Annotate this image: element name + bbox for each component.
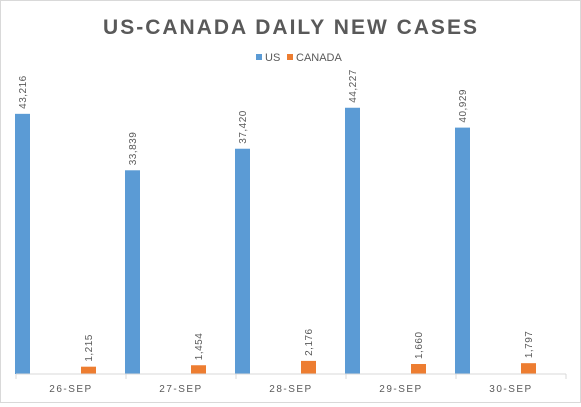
bar-canada-28-sep [301,360,316,374]
bar-us-28-sep [235,148,250,374]
data-label-us-27-sep: 33,839 [128,132,139,166]
legend-label-us: US [265,52,280,64]
data-label-canada-29-sep: 1,660 [414,331,425,359]
data-label-canada-26-sep: 1,215 [84,334,95,362]
bar-us-29-sep [345,107,360,374]
bar-us-27-sep [125,170,140,374]
legend-swatch-us [256,54,262,60]
data-label-canada-30-sep: 1,797 [524,331,535,359]
x-tick-label-27-sep: 27-SEP [159,384,202,395]
bar-canada-26-sep [81,366,96,374]
data-label-us-29-sep: 44,227 [348,69,359,103]
legend-swatch-canada [287,54,293,60]
legend: US CANADA [256,52,343,64]
data-label-canada-27-sep: 1,454 [194,333,205,361]
x-tick-label-29-sep: 29-SEP [379,384,422,395]
legend-label-canada: CANADA [296,52,343,64]
bar-canada-29-sep [411,364,426,374]
data-label-us-28-sep: 37,420 [238,110,249,144]
bar-us-26-sep [15,113,30,374]
bar-us-30-sep [455,127,470,374]
bar-canada-27-sep [191,365,206,374]
data-label-canada-28-sep: 2,176 [304,328,315,356]
bar-canada-30-sep [521,363,536,374]
bars-group [15,107,536,374]
x-tick-label-26-sep: 26-SEP [49,384,92,395]
data-label-us-26-sep: 43,216 [18,75,29,109]
x-tick-label-30-sep: 30-SEP [489,384,532,395]
x-axis-ticks: 26-SEP 27-SEP 28-SEP 29-SEP 30-SEP [15,374,567,395]
data-label-us-30-sep: 40,929 [458,89,469,123]
chart-title: US-CANADA DAILY NEW CASES [103,16,479,39]
x-tick-label-28-sep: 28-SEP [269,384,312,395]
data-labels-group: 43,216 1,215 33,839 1,454 37,420 2,176 44,227 1… [18,69,535,362]
